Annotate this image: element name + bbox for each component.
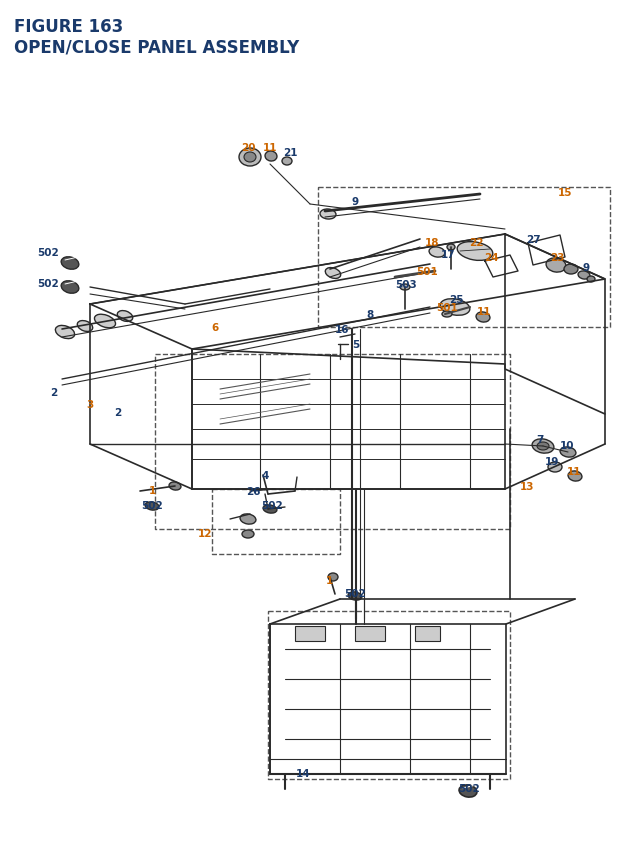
Ellipse shape [263,505,277,513]
Text: 19: 19 [545,456,559,467]
Ellipse shape [546,258,566,273]
Text: 503: 503 [395,280,417,289]
Text: 9: 9 [351,197,358,207]
Text: 11: 11 [567,467,581,476]
Text: 15: 15 [557,188,572,198]
Ellipse shape [242,530,254,538]
Text: 14: 14 [296,768,310,778]
Bar [415,626,440,641]
Text: FIGURE 163: FIGURE 163 [14,18,124,36]
Ellipse shape [325,269,340,279]
Text: 22: 22 [468,238,483,248]
Text: 5: 5 [353,339,360,350]
Text: 21: 21 [283,148,297,158]
Text: 23: 23 [550,253,564,263]
Text: 502: 502 [458,784,480,793]
Text: 3: 3 [86,400,93,410]
Text: 16: 16 [335,325,349,335]
Ellipse shape [429,248,445,257]
Ellipse shape [239,149,261,167]
Ellipse shape [457,242,493,261]
Text: 1: 1 [148,486,156,495]
Ellipse shape [587,276,595,282]
Text: OPEN/CLOSE PANEL ASSEMBLY: OPEN/CLOSE PANEL ASSEMBLY [14,38,300,56]
Ellipse shape [476,313,490,323]
Ellipse shape [548,462,562,473]
Ellipse shape [564,264,578,275]
Text: 26: 26 [246,486,260,497]
Ellipse shape [440,300,470,316]
Text: 502: 502 [37,248,59,257]
Text: 10: 10 [560,441,574,450]
Text: 8: 8 [366,310,374,319]
Ellipse shape [77,321,93,332]
Text: 12: 12 [198,529,212,538]
Text: 501: 501 [416,267,438,276]
Ellipse shape [328,573,338,581]
Text: 20: 20 [241,143,255,152]
Ellipse shape [56,326,75,339]
Bar [355,626,385,641]
Text: 6: 6 [211,323,219,332]
Ellipse shape [320,210,336,220]
Ellipse shape [61,282,79,294]
Ellipse shape [537,443,549,450]
Text: 2: 2 [51,387,58,398]
Ellipse shape [560,448,576,457]
Ellipse shape [244,152,256,163]
Text: 24: 24 [484,253,499,263]
Ellipse shape [117,311,132,322]
Text: 502: 502 [37,279,59,288]
Ellipse shape [578,271,590,280]
Text: 27: 27 [525,235,540,245]
Text: 13: 13 [520,481,534,492]
Ellipse shape [145,502,159,511]
Text: 11: 11 [263,143,277,152]
Ellipse shape [348,592,362,600]
Text: 18: 18 [425,238,439,248]
Ellipse shape [532,439,554,454]
Ellipse shape [282,158,292,166]
Ellipse shape [447,245,455,251]
Ellipse shape [240,514,256,524]
Text: 2: 2 [115,407,122,418]
Ellipse shape [400,285,410,291]
Ellipse shape [265,152,277,162]
Text: 502: 502 [261,500,283,511]
Ellipse shape [169,482,181,491]
Ellipse shape [442,312,452,318]
Text: 25: 25 [449,294,463,305]
Text: 502: 502 [141,500,163,511]
Text: 9: 9 [582,263,589,273]
Text: 1: 1 [325,575,333,585]
Text: 7: 7 [536,435,544,444]
Text: 502: 502 [344,588,366,598]
Text: 4: 4 [261,470,269,480]
Ellipse shape [568,471,582,481]
Bar [295,626,325,641]
Text: 501: 501 [436,303,458,313]
Ellipse shape [459,785,477,797]
Text: 17: 17 [441,250,455,260]
Ellipse shape [95,315,116,328]
Text: 11: 11 [477,307,492,317]
Ellipse shape [61,257,79,270]
